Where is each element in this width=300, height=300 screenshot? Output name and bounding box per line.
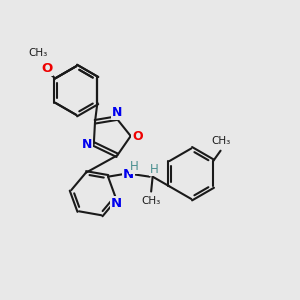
Text: N: N — [123, 168, 134, 181]
Text: CH₃: CH₃ — [28, 48, 48, 58]
Text: N: N — [111, 197, 122, 210]
Text: H: H — [130, 160, 139, 173]
Text: CH₃: CH₃ — [212, 136, 231, 146]
Text: O: O — [132, 130, 142, 142]
Text: CH₃: CH₃ — [142, 196, 161, 206]
Text: H: H — [149, 163, 158, 176]
Text: N: N — [112, 106, 122, 119]
Text: O: O — [41, 62, 52, 75]
Text: N: N — [82, 138, 92, 151]
